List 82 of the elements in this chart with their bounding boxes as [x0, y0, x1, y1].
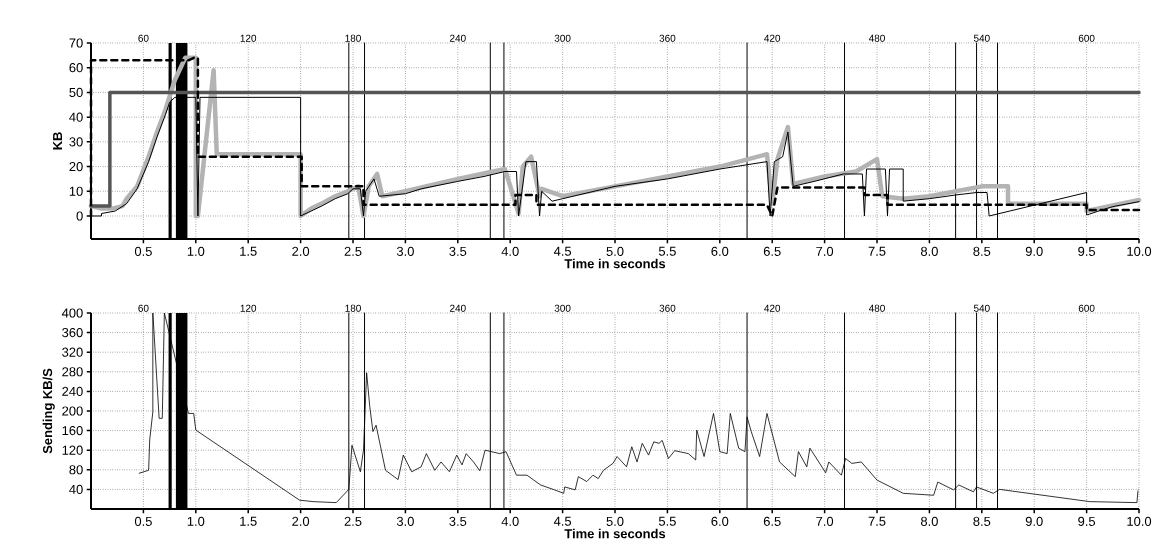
y-tick-label: 20	[69, 161, 83, 172]
y-tick-label: 30	[69, 137, 83, 147]
x-tick-label: 9.5	[1078, 246, 1096, 256]
y-tick-label: 40	[69, 484, 83, 494]
y-tick-label: 70	[69, 38, 83, 48]
text: 240	[450, 304, 466, 312]
text: 60	[138, 304, 149, 312]
x-tick-label: 3.5	[449, 246, 467, 256]
x-tick-label: 2.0	[292, 246, 310, 256]
x-tick-label: 6.5	[763, 516, 781, 526]
y-tick-label: 120	[62, 445, 83, 455]
text: 120	[240, 304, 257, 312]
y-axis-title: KB	[53, 132, 62, 150]
text: 600	[1078, 34, 1095, 42]
x-tick-label: 1.5	[240, 246, 257, 256]
y-tick-label: 160	[62, 426, 83, 436]
x-tick-label: 5.5	[658, 246, 676, 256]
x-tick-label: 4.5	[553, 246, 572, 256]
text: 360	[659, 34, 676, 42]
x-tick-label: 7.0	[816, 516, 834, 526]
x-tick-label: 10.0	[1127, 246, 1152, 256]
x-tick-label: 3.5	[449, 516, 467, 526]
y-tick-label: 320	[62, 347, 83, 357]
x-tick-label: 9.0	[1025, 246, 1043, 256]
text: 360	[659, 304, 676, 312]
text: 540	[973, 34, 990, 42]
y-tick-label: 360	[62, 328, 83, 338]
text: 480	[868, 304, 885, 312]
x-tick-label: 1.0	[187, 246, 205, 256]
x-tick-label: 0.5	[134, 246, 152, 256]
x-tick-label: 8.0	[920, 246, 938, 256]
x-tick-label: 6.0	[711, 246, 729, 256]
x-tick-label: 4.0	[501, 246, 519, 256]
x-tick-label: 3.0	[396, 246, 414, 256]
text: 180	[345, 304, 361, 312]
y-tick-label: 200	[62, 406, 83, 416]
x-tick-label: 4.5	[553, 516, 572, 526]
y-tick-label: 0	[76, 211, 83, 221]
x-tick-label: 10.0	[1127, 516, 1152, 526]
x-tick-label: 4.0	[501, 516, 519, 526]
x-tick-label: 7.5	[868, 516, 886, 526]
x-tick-label: 0.5	[134, 516, 152, 526]
text: 540	[973, 304, 990, 312]
text: 300	[554, 304, 571, 312]
y-tick-label: 60	[69, 63, 83, 73]
y-tick-label: 40	[69, 112, 83, 122]
x-tick-label: 6.5	[763, 246, 781, 256]
x-tick-label: 3.0	[396, 516, 414, 526]
text: 300	[554, 34, 571, 42]
text: 180	[345, 34, 361, 42]
x-tick-label: 6.0	[711, 516, 729, 526]
y-tick-label: 240	[62, 386, 83, 396]
text: 420	[764, 34, 781, 42]
x-tick-label: 5.0	[606, 246, 624, 256]
y-tick-label: 80	[69, 465, 83, 475]
x-tick-label: 1.5	[240, 516, 257, 526]
text: 240	[450, 34, 466, 42]
x-tick-label: 2.0	[292, 516, 310, 526]
y-axis-title: Sending KB/S	[42, 368, 55, 454]
x-tick-label: 2.5	[344, 516, 362, 526]
x-tick-label: 7.5	[868, 246, 886, 256]
x-tick-label: 9.0	[1025, 516, 1043, 526]
text: 600	[1078, 304, 1095, 312]
y-tick-label: 50	[69, 87, 83, 97]
x-axis-title: Time in seconds	[564, 528, 666, 539]
y-tick-label: 10	[69, 186, 83, 196]
x-tick-label: 5.5	[658, 516, 676, 526]
x-tick-label: 8.0	[920, 516, 938, 526]
x-tick-label: 5.0	[606, 516, 624, 526]
text: 60	[138, 34, 149, 42]
text: 480	[868, 34, 885, 42]
x-tick-label: 7.0	[816, 246, 834, 256]
x-tick-label: 9.5	[1078, 516, 1096, 526]
y-tick-label: 400	[61, 308, 83, 318]
x-tick-label: 8.5	[973, 246, 991, 256]
x-tick-label: 2.5	[344, 246, 362, 256]
x-tick-label: 8.5	[973, 516, 991, 526]
y-tick-label: 280	[62, 367, 83, 377]
x-axis-title: Time in seconds	[564, 258, 666, 269]
x-tick-label: 1.0	[187, 516, 205, 526]
text: 420	[764, 304, 781, 312]
text: 120	[240, 34, 257, 42]
